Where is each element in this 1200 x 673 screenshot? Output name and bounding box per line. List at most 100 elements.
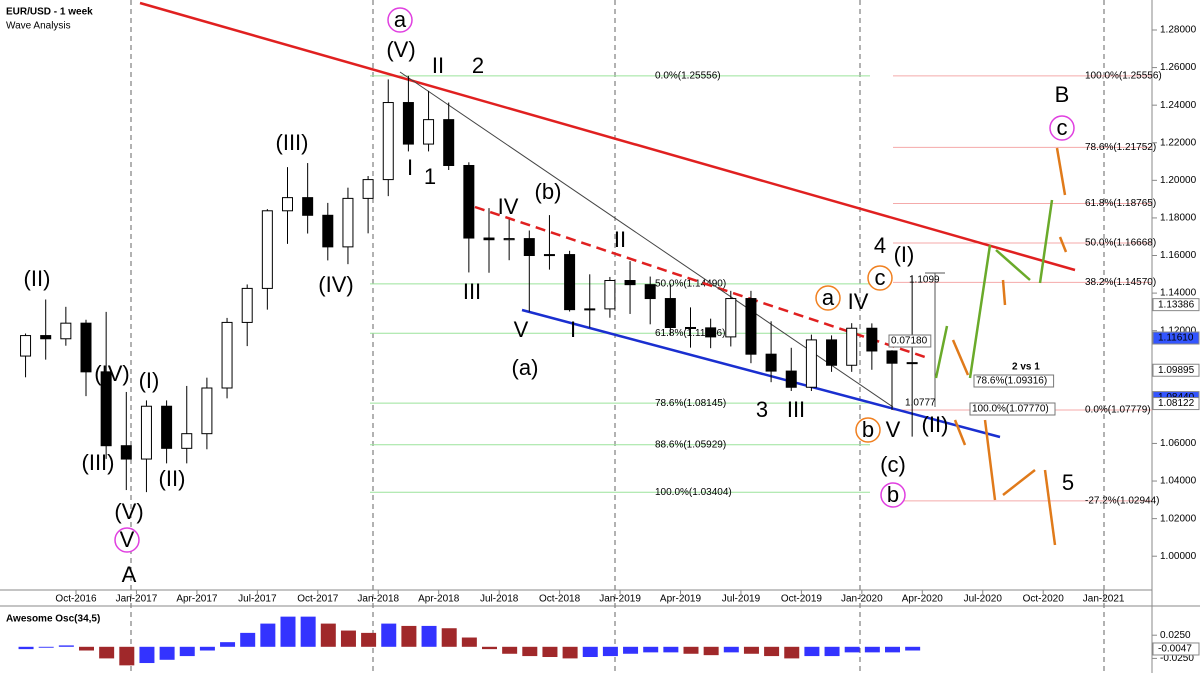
x-tick-label: Apr-2018 [418,594,460,605]
osc-bar [401,625,417,647]
osc-bar [623,646,639,654]
note: 0.07180 [891,336,928,347]
x-tick-label: Jul-2020 [964,594,1003,605]
wave-label: b [862,417,874,442]
wave-label: (I) [894,242,915,267]
osc-bar [703,646,719,656]
wave-label: 1 [424,164,436,189]
price-tag [1152,331,1200,345]
candle-body [201,387,213,435]
fib-label: 0.0%(1.07779) [1085,405,1151,416]
wave-label: (III) [276,130,309,155]
wave-label: I [570,317,576,342]
wave-label: B [1055,82,1070,107]
wave-circle [880,482,906,508]
osc-bar [240,632,256,647]
candle-body [402,102,414,145]
fib-label: 88.6%(1.05929) [655,439,726,450]
fib-label: -27.2%(1.02944) [1085,496,1160,507]
wave-label: V [514,317,529,342]
chart-subtitle: Wave Analysis [6,21,71,32]
x-tick-label: Oct-2019 [781,594,823,605]
wave-label: 4 [874,233,886,258]
y-tick-label: 1.02000 [1160,513,1197,524]
candle-body [40,335,52,340]
osc-bar [663,646,679,653]
osc-bar [159,646,175,660]
wave-label: (V) [386,37,415,62]
x-tick-label: Oct-2017 [297,594,339,605]
note-box [888,334,932,348]
x-tick-label: Oct-2016 [55,594,97,605]
x-tick-label: Apr-2019 [660,594,702,605]
osc-bar [885,646,900,653]
osc-bar [562,646,578,659]
candle-body [826,339,838,366]
candle-body [584,308,596,311]
osc-bar [300,616,316,647]
osc-bar [79,646,94,651]
x-tick-label: Apr-2020 [902,594,944,605]
candle-body [785,370,797,388]
candle-body [523,238,535,257]
y-tick-label: 1.28000 [1160,25,1197,36]
x-tick-label: Jan-2018 [357,594,399,605]
osc-bar [441,628,457,647]
x-tick-label: Jan-2021 [1083,594,1125,605]
wave-label: c [1057,115,1068,140]
price-tag [1152,397,1200,411]
osc-bar [764,646,780,657]
candle-body [221,321,233,389]
wave-label: (V) [114,499,143,524]
candle-body [483,237,495,241]
osc-bar [381,623,397,647]
fib-label: 0.0%(1.25556) [655,71,721,82]
wave-label: III [787,397,805,422]
wave-label: 2 [472,53,484,78]
osc-tag-label: -0.0047 [1158,644,1192,655]
osc-bar [139,646,155,664]
osc-bar [179,646,195,657]
price-tag [1152,298,1200,312]
candle-body [241,287,253,323]
candle-body [302,197,314,216]
candle-body [322,214,334,248]
candle-body [120,445,132,460]
x-tick-label: Jul-2017 [238,594,277,605]
projection-arrows [934,147,1068,546]
fib-label: 100.0%(1.25556) [1085,71,1162,82]
note: 2 vs 1 [1012,362,1040,373]
osc-bar [461,637,477,647]
candle-body [846,327,858,366]
candle-body [181,433,193,449]
candle-body [382,102,394,181]
fib-label: 61.8%(1.18765) [1085,198,1156,209]
osc-bar [482,646,497,650]
wave-label: (III) [82,450,115,475]
fib-label: 78.6%(1.21752) [1085,142,1156,153]
osc-tick-label: -0.0250 [1160,653,1194,664]
candle-body [805,339,817,388]
wave-label: (II) [922,412,949,437]
osc-bar [38,646,54,648]
osc-bar [220,642,236,647]
wave-label: (II) [24,266,51,291]
osc-bar [582,646,598,658]
osc-bar [522,646,538,657]
osc-bar [643,646,659,653]
note: 1.0777 [905,398,936,409]
year-separators [130,0,1105,673]
fib-label: 78.6%(1.08145) [655,398,726,409]
candle-body [725,298,737,338]
price-tag-label: 1.09895 [1158,365,1195,376]
wave-label: II [432,53,444,78]
wave-label: 3 [756,397,768,422]
osc-bar [280,616,296,647]
wave-label: (II) [159,466,186,491]
osc-tick-label: 0.0250 [1160,630,1191,641]
wave-circle [855,417,881,443]
wave-label: V [886,417,901,442]
price-tag-label: 1.08122 [1158,398,1195,409]
